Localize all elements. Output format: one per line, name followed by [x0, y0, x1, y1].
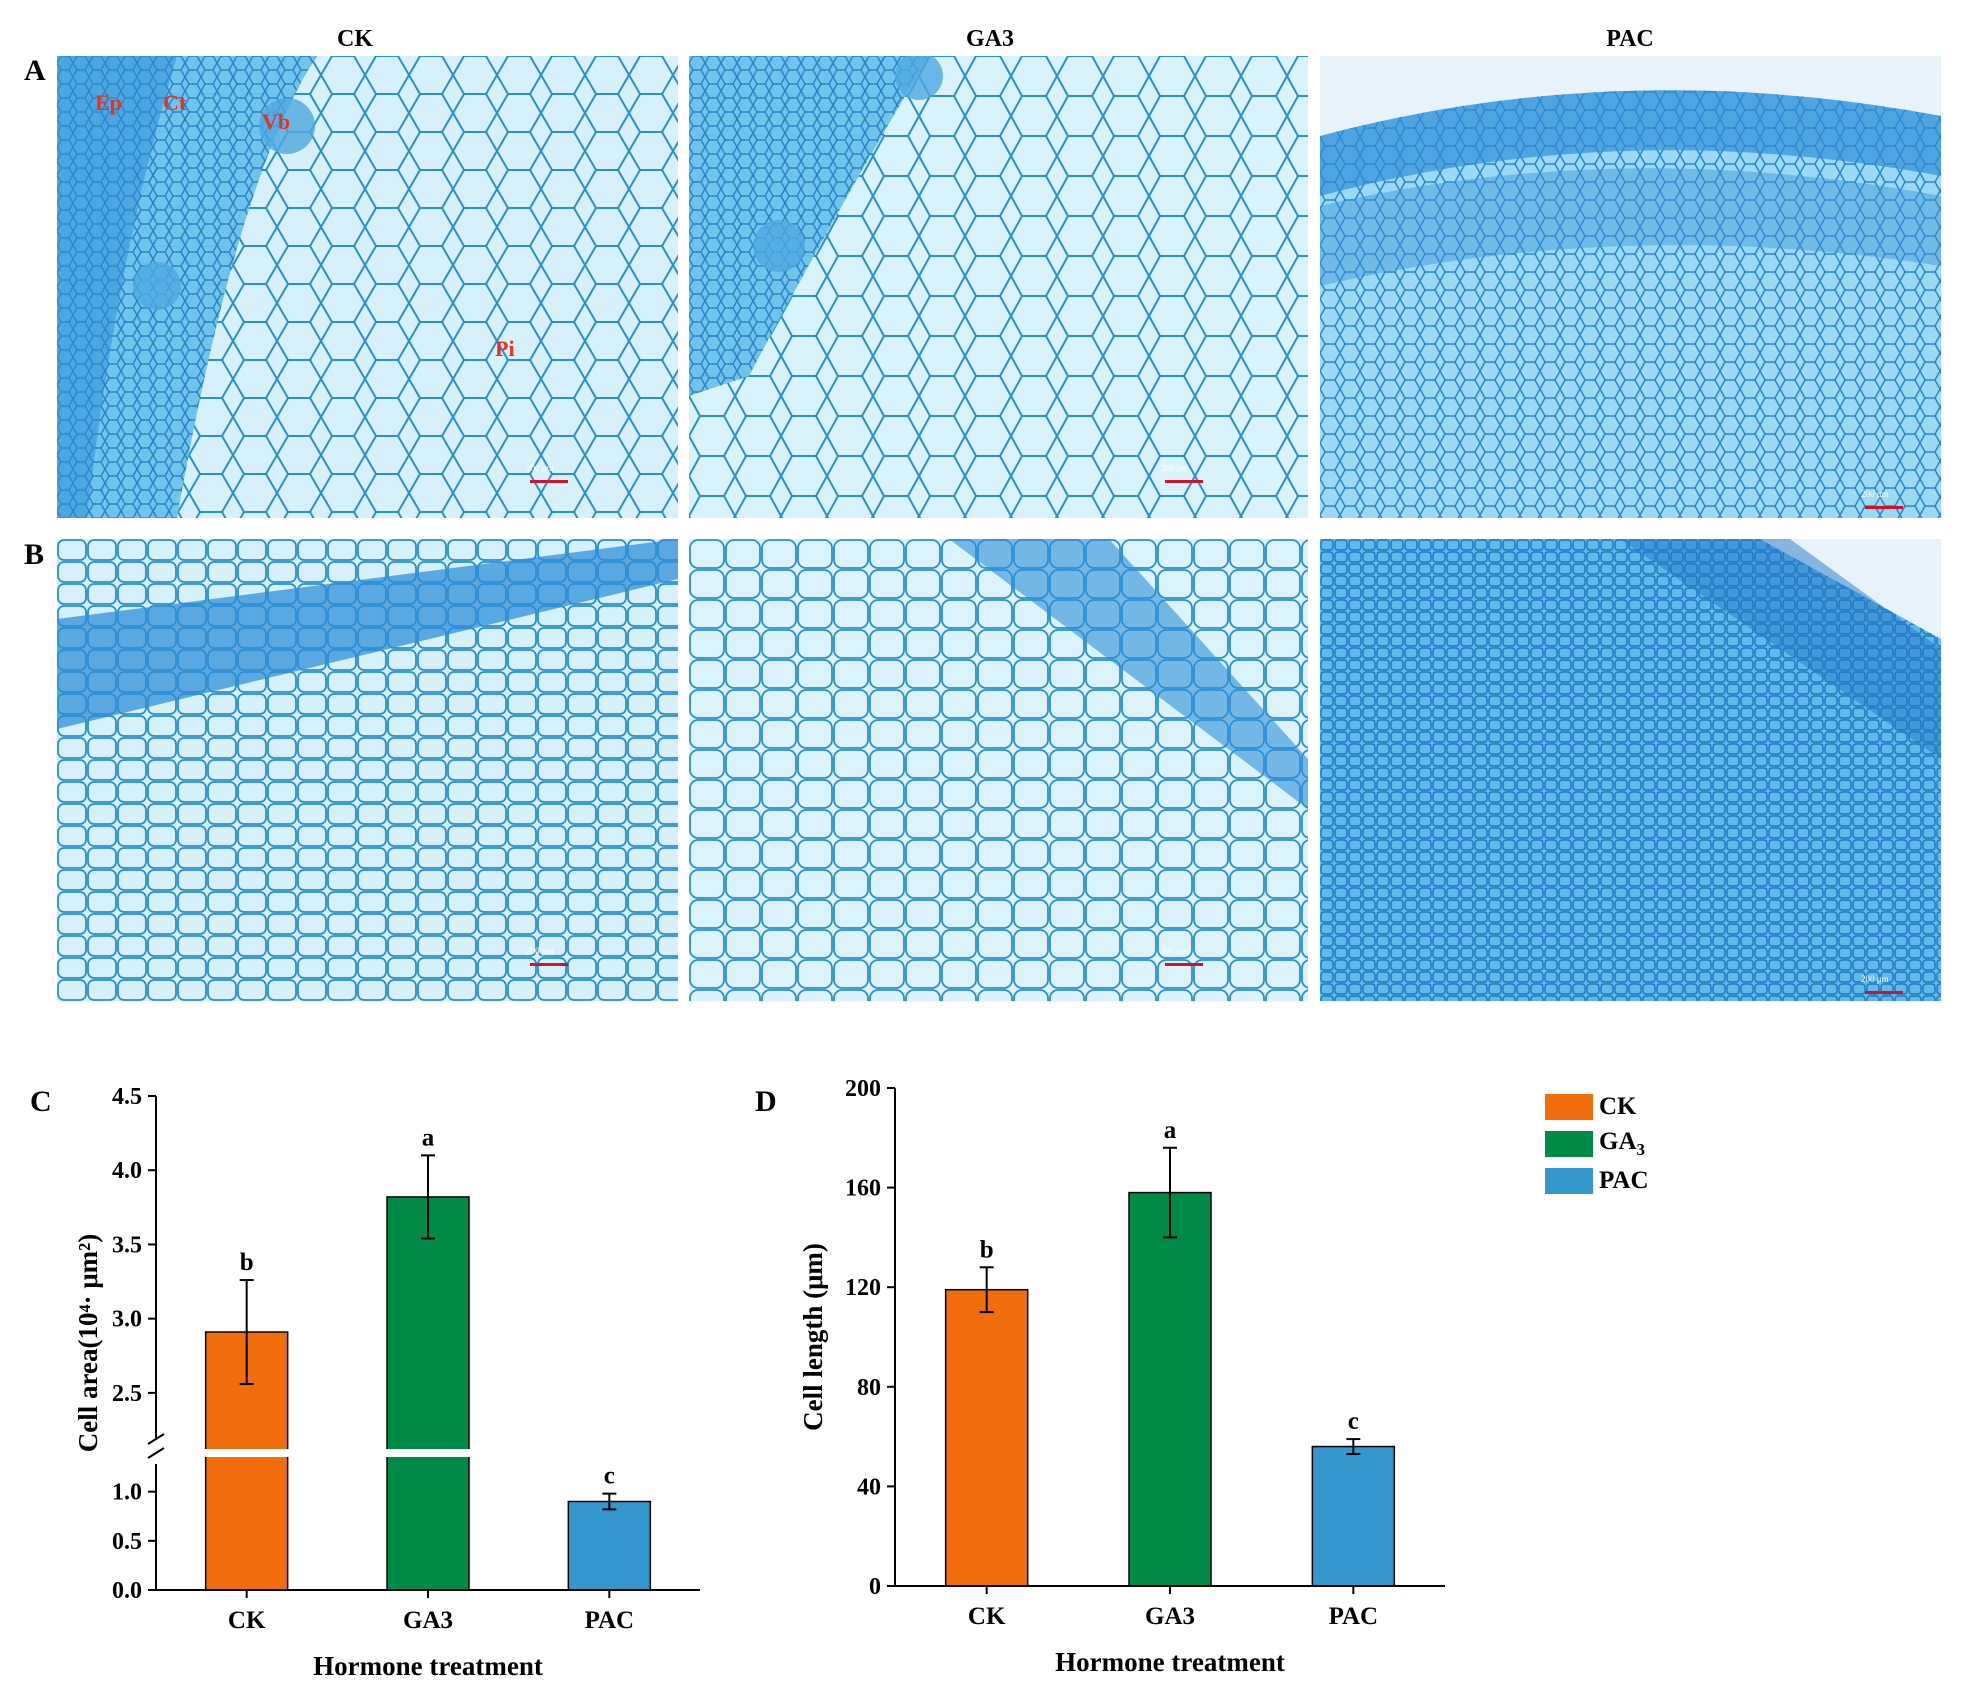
significance-letter: b — [980, 1236, 994, 1263]
axis-break-mark — [147, 1433, 165, 1445]
y-tick-label: 80 — [857, 1375, 881, 1401]
scale-bar: 200 μm — [1861, 489, 1903, 509]
scale-bar-label: 200 μm — [526, 463, 554, 473]
column-title-pac: PAC — [1606, 26, 1654, 52]
x-tick-label: GA3 — [1145, 1603, 1195, 1630]
significance-letter: a — [422, 1124, 435, 1151]
x-tick-label: CK — [968, 1603, 1006, 1630]
y-tick-label: 1.0 — [112, 1480, 142, 1506]
x-tick-label: GA3 — [403, 1607, 453, 1634]
panel-letter-a: A — [24, 54, 46, 87]
bar-ck — [944, 1288, 1029, 1587]
bar-pac — [567, 1500, 652, 1591]
axis-break-mark — [147, 1447, 165, 1459]
y-tick-label: 3.0 — [112, 1307, 142, 1333]
scale-bar: 200 μm — [1861, 974, 1903, 994]
micrograph-pac-longitudinal-section — [1320, 539, 1941, 1001]
y-tick-label: 3.5 — [112, 1232, 142, 1258]
tissue-label-pith: Pi — [495, 336, 515, 361]
significance-letter: c — [604, 1463, 615, 1490]
chart-cell-length: b CK a GA3 c PAC 0 40 80 120 160 200 Hormone treatme… — [798, 1076, 1445, 1677]
scale-bar-line — [1865, 991, 1903, 994]
tissue-label-vascular-bundle: Vb — [262, 109, 291, 134]
bar-ga3 — [386, 1196, 470, 1591]
legend-swatch-ck — [1545, 1094, 1593, 1120]
micrograph-pac-cross-section — [1320, 56, 1941, 518]
significance-letter: a — [1164, 1117, 1177, 1144]
micrograph-ck-cross-section — [57, 56, 678, 518]
x-tick-label: PAC — [585, 1607, 635, 1634]
x-tick-label: CK — [228, 1607, 266, 1634]
y-tick-label: 160 — [845, 1176, 881, 1202]
x-axis-title: Hormone treatment — [1055, 1647, 1285, 1677]
scale-bar-label: 200 μm — [1161, 946, 1189, 956]
y-tick-label: 0.5 — [112, 1529, 142, 1555]
scale-bar: 200 μm — [526, 946, 568, 966]
column-title-ga3: GA3 — [966, 26, 1014, 52]
y-tick-label: 40 — [857, 1474, 881, 1500]
y-tick-label: 0 — [869, 1574, 881, 1600]
y-tick-label: 200 — [845, 1076, 881, 1102]
micrograph-ga3-cross-section — [689, 56, 1308, 518]
legend-item-pac: PAC — [1545, 1167, 1649, 1195]
legend-label-ga3-sub: 3 — [1636, 1140, 1646, 1159]
bar-pac — [1311, 1445, 1396, 1587]
tissue-label-cortex: Ct — [163, 90, 187, 115]
significance-letter: c — [1348, 1408, 1359, 1435]
significance-letter: b — [240, 1249, 254, 1276]
scale-bar-label: 200 μm — [1161, 463, 1189, 473]
column-title-ck: CK — [337, 26, 373, 52]
bar-break-gap — [385, 1449, 471, 1457]
tissue-label-epidermis: Ep — [95, 90, 122, 115]
panel-letter-b: B — [24, 538, 45, 571]
y-tick-label: 2.5 — [112, 1381, 142, 1407]
y-tick-label: 120 — [845, 1275, 881, 1301]
scale-bar-line — [1165, 963, 1203, 966]
micrograph-ck-longitudinal-section — [57, 539, 678, 1001]
y-tick-label: 0.0 — [112, 1578, 142, 1604]
x-tick-label: PAC — [1329, 1603, 1379, 1630]
scale-bar: 200 μm — [526, 463, 568, 483]
scale-bar-label: 200 μm — [1861, 974, 1889, 984]
legend-label-pac: PAC — [1599, 1167, 1649, 1194]
y-tick-label: 4.5 — [112, 1084, 142, 1110]
panel-letter-c: C — [30, 1085, 52, 1118]
legend-label-ga3: GA — [1599, 1128, 1637, 1155]
bar-ga3 — [1128, 1191, 1212, 1587]
scale-bar: 200 μm — [1161, 946, 1203, 966]
y-axis-title: Cell area(10⁴· μm²) — [73, 1234, 103, 1452]
x-axis-title: Hormone treatment — [313, 1651, 543, 1681]
scale-bar-label: 200 μm — [526, 946, 554, 956]
micrograph-ga3-longitudinal-section — [689, 539, 1308, 1001]
scale-bar: 200 μm — [1161, 463, 1203, 483]
legend-swatch-ga3 — [1545, 1131, 1593, 1157]
chart-cell-area: b CK a GA3 c PAC 2.5 3.0 3.5 4.0 4.5 0.0 0.5 1.0 Hormo… — [73, 1084, 700, 1681]
scale-bar-label: 200 μm — [1861, 489, 1889, 499]
panel-letter-d: D — [755, 1085, 777, 1118]
scale-bar-line — [530, 480, 568, 483]
legend-item-ck: CK — [1545, 1093, 1637, 1121]
legend-label-ck: CK — [1599, 1093, 1637, 1120]
legend-item-ga3: GA3 — [1545, 1128, 1646, 1159]
scale-bar-line — [1165, 480, 1203, 483]
scale-bar-line — [1865, 506, 1903, 509]
y-axis-title: Cell length (μm) — [798, 1243, 828, 1431]
y-tick-label: 4.0 — [112, 1158, 142, 1184]
scale-bar-line — [530, 963, 568, 966]
bar-break-gap — [203, 1449, 290, 1457]
legend-swatch-pac — [1545, 1168, 1593, 1194]
